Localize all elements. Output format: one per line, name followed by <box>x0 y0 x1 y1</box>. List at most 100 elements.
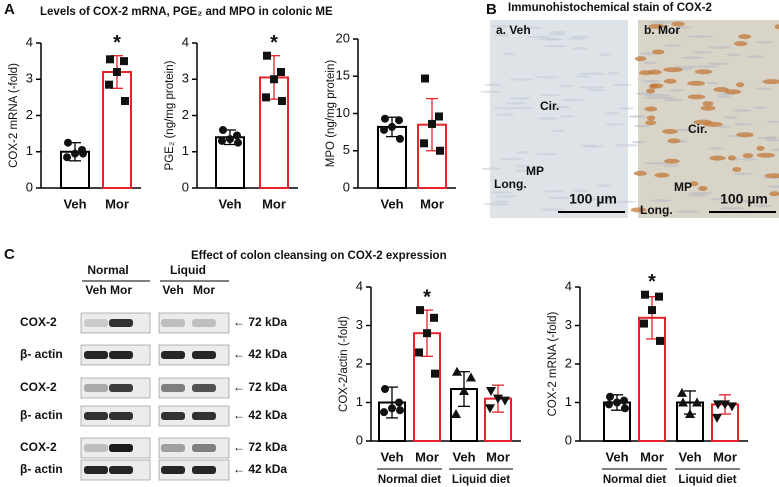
tissue-texture <box>534 75 559 79</box>
data-point <box>655 292 663 301</box>
tissue-texture <box>540 93 561 97</box>
lane-label: Veh <box>85 283 106 297</box>
data-point <box>685 409 695 419</box>
tissue-texture <box>733 172 754 175</box>
protein-label: COX-2 <box>20 380 57 394</box>
blot-band <box>84 351 108 359</box>
blot-band <box>109 444 133 452</box>
stained-cell <box>648 23 666 29</box>
tissue-texture <box>613 144 640 147</box>
panel-label: C <box>4 246 15 263</box>
stained-cell <box>649 83 664 89</box>
tissue-texture <box>663 44 682 47</box>
tissue-texture <box>558 84 573 88</box>
tissue-texture <box>536 38 565 41</box>
tissue-texture <box>648 21 675 24</box>
blot-band <box>192 319 216 327</box>
x-tick-label: Mor <box>640 449 664 464</box>
y-tick-label: 0 <box>343 179 350 194</box>
tissue-texture <box>725 53 742 56</box>
data-point <box>621 404 629 413</box>
data-point <box>648 306 656 315</box>
blot-strip <box>158 312 230 334</box>
y-tick-label: 0 <box>182 179 189 194</box>
tissue-texture <box>575 75 591 78</box>
ihc-label: a. Veh <box>496 23 531 37</box>
data-point <box>106 55 114 64</box>
y-axis-label: MPO (ng/mg protein) <box>325 60 337 168</box>
tissue-texture <box>663 30 682 34</box>
data-point <box>396 406 404 415</box>
stained-cell <box>687 94 706 100</box>
blot-band <box>161 412 185 420</box>
data-point <box>278 97 286 105</box>
stained-cell <box>644 106 658 112</box>
blot-band <box>161 466 185 474</box>
tissue-texture <box>544 106 561 109</box>
stained-cell <box>756 145 765 151</box>
y-tick-label: 3 <box>26 71 33 86</box>
tissue-texture <box>642 96 669 99</box>
stained-cell <box>652 49 665 55</box>
y-tick-label: 0 <box>356 432 363 447</box>
data-point <box>656 336 664 345</box>
stained-cell <box>769 191 779 197</box>
tissue-texture <box>707 147 726 150</box>
tissue-texture <box>717 95 731 98</box>
stained-cell <box>647 69 662 75</box>
x-tick-label: Mor <box>713 449 737 464</box>
data-point <box>620 396 628 405</box>
y-tick-label: 4 <box>182 34 189 49</box>
western-blot: Normal Liquid Veh Mor Veh Mor COX-2 ← 72 kDa β- … <box>20 263 287 481</box>
tissue-texture <box>764 136 779 139</box>
tissue-texture <box>643 61 658 65</box>
tissue-texture <box>741 158 758 161</box>
tissue-texture <box>607 72 620 75</box>
stained-cell <box>774 24 779 30</box>
bar <box>102 71 132 189</box>
x-tick-label: Veh <box>605 449 628 464</box>
x-tick-label: Mor <box>420 196 444 211</box>
ihc-label: b. Mor <box>644 23 680 37</box>
tissue-texture <box>712 198 725 201</box>
tissue-texture <box>578 86 606 89</box>
protein-label: β- actin <box>20 462 63 476</box>
y-axis-label: COX-2/actin (-fold) <box>338 316 350 412</box>
tissue-texture <box>753 204 773 208</box>
tissue-texture <box>707 62 729 65</box>
group-label: Liquid diet <box>678 474 736 486</box>
tissue-texture <box>764 138 779 142</box>
data-point <box>452 366 462 376</box>
stained-cell <box>662 128 678 134</box>
tissue-texture <box>724 116 738 119</box>
tissue-texture <box>686 35 714 38</box>
charts: 0 1 2 3 4 COX-2 mRNA (-fold) Veh Mor * 0 1 2 3 4 PGE₂ … <box>8 30 748 486</box>
stained-cell <box>736 132 754 138</box>
tissue-texture <box>605 123 625 126</box>
tissue-texture <box>493 106 521 110</box>
stained-cell <box>736 82 745 88</box>
data-point <box>120 57 128 66</box>
tissue-texture <box>678 26 692 29</box>
tissue-texture <box>618 107 634 110</box>
size-label: ← 72 kDa <box>233 380 287 394</box>
tissue-texture <box>542 190 564 193</box>
panel-title: Effect of colon cleansing on COX-2 expre… <box>191 250 447 262</box>
stained-cell <box>732 167 742 173</box>
y-tick-label: 2 <box>565 355 572 370</box>
tissue-texture <box>561 98 586 102</box>
data-point <box>613 398 621 407</box>
size-label: ← 72 kDa <box>233 440 287 454</box>
tissue-texture <box>549 30 567 34</box>
tissue-texture <box>548 33 567 36</box>
data-point <box>388 404 396 413</box>
tissue-texture <box>495 195 518 198</box>
region-label: Long. <box>640 203 673 217</box>
data-point <box>219 126 227 134</box>
group-label: Normal diet <box>603 474 666 486</box>
tissue-texture <box>514 169 541 172</box>
tissue-texture <box>559 115 575 118</box>
panel-label: A <box>4 1 15 18</box>
